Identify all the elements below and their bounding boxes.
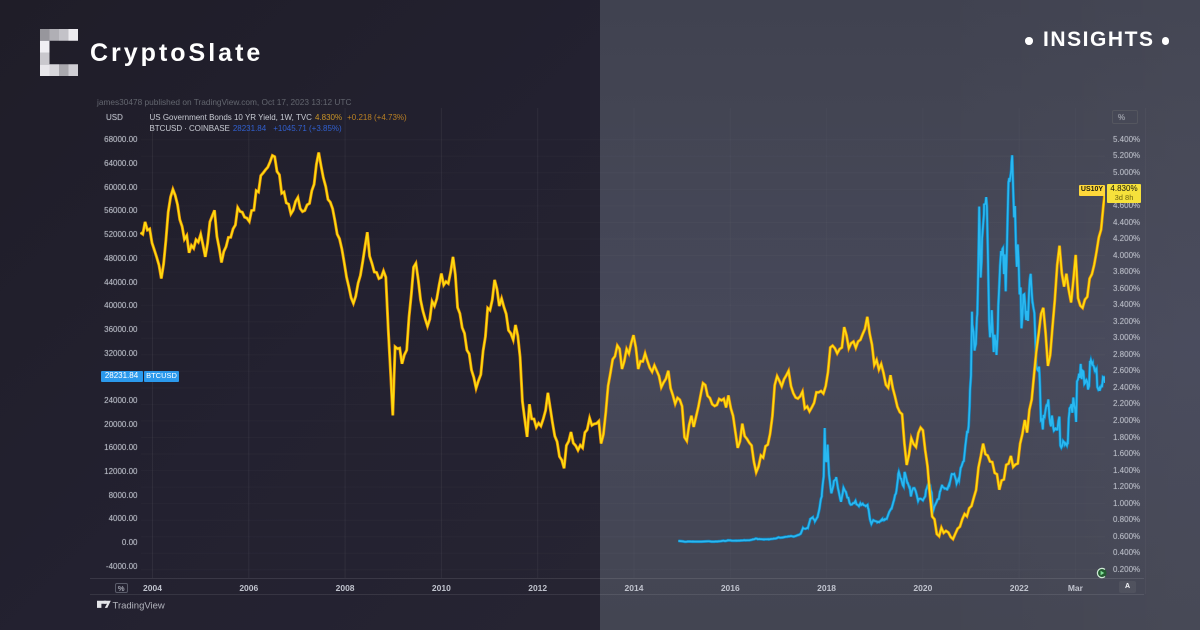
svg-text:TradingView: TradingView bbox=[113, 601, 165, 612]
